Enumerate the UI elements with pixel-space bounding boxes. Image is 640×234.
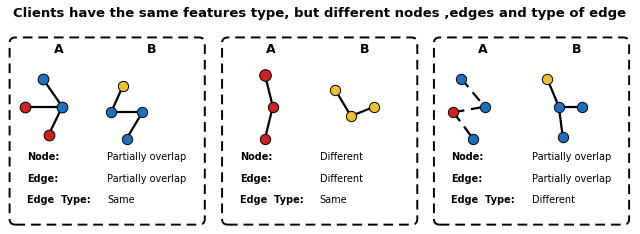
- Point: [557, 135, 568, 139]
- Text: Edge  Type:: Edge Type:: [27, 195, 91, 205]
- Point: [260, 73, 270, 77]
- Point: [369, 105, 380, 109]
- Point: [577, 105, 588, 109]
- Text: Node:: Node:: [27, 152, 60, 162]
- Text: Same: Same: [108, 195, 135, 205]
- Text: Clients have the same features type, but different nodes ,edges and type of edge: Clients have the same features type, but…: [13, 7, 627, 20]
- Point: [260, 137, 270, 140]
- Point: [468, 137, 478, 140]
- Text: Edge:: Edge:: [239, 174, 271, 184]
- Text: B: B: [572, 43, 581, 56]
- Text: Different: Different: [319, 174, 363, 184]
- FancyBboxPatch shape: [434, 37, 629, 225]
- Point: [330, 88, 340, 92]
- FancyBboxPatch shape: [222, 37, 417, 225]
- FancyBboxPatch shape: [10, 37, 205, 225]
- Point: [57, 105, 67, 109]
- Point: [122, 137, 132, 140]
- Point: [479, 105, 490, 109]
- Text: Partially overlap: Partially overlap: [108, 174, 186, 184]
- Point: [20, 105, 30, 109]
- Point: [137, 110, 147, 114]
- Point: [44, 133, 54, 137]
- Text: A: A: [478, 43, 488, 56]
- Text: Partially overlap: Partially overlap: [532, 152, 611, 162]
- Point: [118, 84, 128, 88]
- Text: B: B: [147, 43, 157, 56]
- Text: Partially overlap: Partially overlap: [532, 174, 611, 184]
- Text: A: A: [54, 43, 63, 56]
- Point: [38, 77, 48, 80]
- Text: Node:: Node:: [451, 152, 484, 162]
- Point: [456, 77, 467, 80]
- Text: Different: Different: [319, 152, 363, 162]
- Text: Edge  Type:: Edge Type:: [451, 195, 515, 205]
- Point: [346, 114, 356, 118]
- Point: [542, 77, 552, 80]
- Text: Different: Different: [532, 195, 575, 205]
- Point: [554, 105, 564, 109]
- Point: [106, 110, 116, 114]
- Point: [449, 110, 459, 114]
- Text: B: B: [360, 43, 369, 56]
- Point: [268, 105, 278, 109]
- Text: Edge:: Edge:: [451, 174, 483, 184]
- Text: Edge  Type:: Edge Type:: [239, 195, 303, 205]
- Text: Partially overlap: Partially overlap: [108, 152, 186, 162]
- Text: Same: Same: [319, 195, 348, 205]
- Text: Edge:: Edge:: [27, 174, 58, 184]
- Text: A: A: [266, 43, 276, 56]
- Text: Node:: Node:: [239, 152, 272, 162]
